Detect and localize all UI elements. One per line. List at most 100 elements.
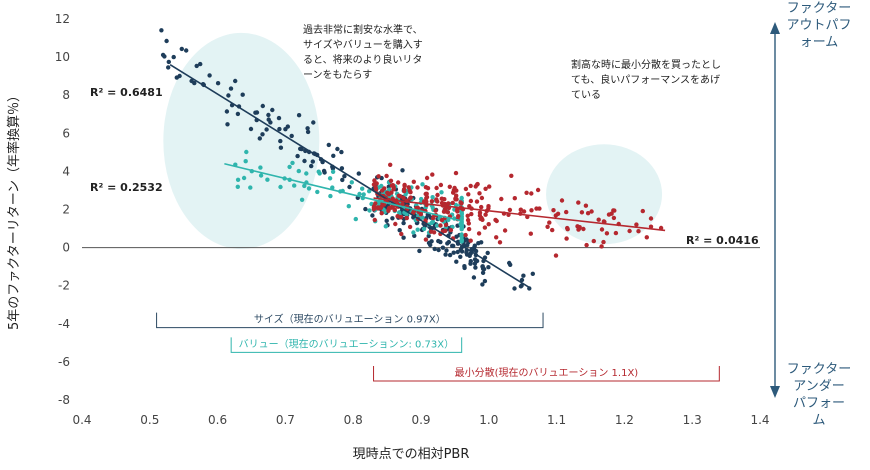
data-point-1 <box>258 165 263 170</box>
data-point-0 <box>226 93 231 98</box>
data-point-2 <box>518 207 523 212</box>
data-point-2 <box>599 244 604 249</box>
data-point-2 <box>479 195 485 201</box>
data-point-1 <box>278 184 283 190</box>
data-point-2 <box>584 242 589 248</box>
x-tick-label: 0.7 <box>276 413 295 427</box>
data-point-2 <box>401 195 406 201</box>
data-point-2 <box>521 209 527 214</box>
side-label-bottom: アンダー <box>793 379 844 394</box>
data-point-2 <box>435 192 440 198</box>
data-point-2 <box>443 228 448 233</box>
data-point-2 <box>374 181 379 186</box>
data-point-2 <box>606 212 612 217</box>
data-point-0 <box>260 132 265 137</box>
data-point-2 <box>423 237 429 242</box>
data-point-0 <box>339 149 344 155</box>
data-point-2 <box>391 187 396 192</box>
data-point-1 <box>235 184 240 189</box>
data-point-2 <box>424 194 430 200</box>
data-point-0 <box>311 120 316 125</box>
data-point-0 <box>171 54 176 60</box>
data-point-0 <box>326 142 331 148</box>
data-point-1 <box>244 149 249 155</box>
y-tick-label: 2 <box>62 203 70 217</box>
bracket-label: 最小分散(現在のバリュエーション 1.1X) <box>455 366 639 379</box>
data-point-0 <box>465 243 470 248</box>
data-point-0 <box>278 145 284 150</box>
x-tick-label: 0.4 <box>72 413 91 427</box>
data-point-0 <box>339 166 345 171</box>
data-point-2 <box>604 231 610 236</box>
data-point-1 <box>379 183 384 189</box>
data-point-0 <box>305 129 311 135</box>
data-point-0 <box>451 243 456 249</box>
data-point-2 <box>644 235 649 240</box>
data-point-1 <box>315 189 320 195</box>
x-tick-label: 0.9 <box>411 413 430 427</box>
data-point-2 <box>576 200 581 205</box>
data-point-2 <box>388 178 394 183</box>
data-point-2 <box>402 182 407 188</box>
data-point-0 <box>444 248 449 253</box>
data-point-2 <box>507 207 513 213</box>
data-point-2 <box>386 192 391 197</box>
data-point-2 <box>466 221 471 226</box>
data-point-0 <box>331 153 336 158</box>
data-point-2 <box>465 213 470 218</box>
highlight-ellipse-left <box>163 32 320 249</box>
data-point-2 <box>379 211 384 216</box>
data-point-2 <box>396 180 401 185</box>
data-point-1 <box>430 219 436 224</box>
r2-value: R² = 0.2532 <box>90 181 163 194</box>
data-point-0 <box>283 127 288 132</box>
x-tick-label: 0.5 <box>140 413 159 427</box>
data-point-1 <box>243 159 248 164</box>
data-point-2 <box>565 227 570 232</box>
data-point-0 <box>166 65 171 70</box>
y-tick-label: -6 <box>58 355 70 369</box>
data-point-2 <box>524 190 529 195</box>
data-point-1 <box>446 217 451 223</box>
data-point-0 <box>309 163 314 169</box>
data-point-0 <box>266 112 271 118</box>
data-point-1 <box>317 171 322 176</box>
data-point-2 <box>453 196 458 201</box>
data-point-2 <box>463 186 469 192</box>
data-point-0 <box>370 213 375 218</box>
data-point-2 <box>547 220 552 225</box>
data-point-2 <box>479 204 484 210</box>
data-point-2 <box>611 215 617 221</box>
up-arrow-icon <box>770 22 780 34</box>
data-point-2 <box>434 185 439 191</box>
data-point-2 <box>429 199 435 204</box>
data-point-2 <box>398 215 404 220</box>
annotation-left-line: ーンをもたらす <box>303 69 372 81</box>
data-point-0 <box>184 48 189 53</box>
annotation-left-line: サイズやバリューを購入す <box>303 38 423 51</box>
data-point-0 <box>159 28 164 33</box>
y-tick-label: 10 <box>55 50 70 64</box>
data-point-2 <box>438 223 443 228</box>
data-point-2 <box>529 191 534 196</box>
data-point-2 <box>564 209 569 215</box>
data-point-2 <box>443 222 449 228</box>
data-point-2 <box>390 204 396 209</box>
data-point-0 <box>194 63 199 69</box>
data-point-1 <box>306 186 312 191</box>
data-point-2 <box>438 182 444 188</box>
data-point-2 <box>486 222 491 227</box>
data-point-2 <box>388 162 393 167</box>
data-point-2 <box>497 240 503 245</box>
data-point-1 <box>302 183 307 189</box>
data-point-1 <box>287 164 292 170</box>
data-point-2 <box>445 210 451 215</box>
data-point-1 <box>434 223 440 228</box>
annotation-right-line: 割高な時に最小分散を買ったとし <box>571 58 721 71</box>
data-point-2 <box>576 226 582 231</box>
r2-minvar: R² = 0.0416 <box>686 234 759 247</box>
data-point-2 <box>406 185 411 190</box>
data-point-2 <box>442 197 447 202</box>
x-tick-label: 1.0 <box>479 413 498 427</box>
